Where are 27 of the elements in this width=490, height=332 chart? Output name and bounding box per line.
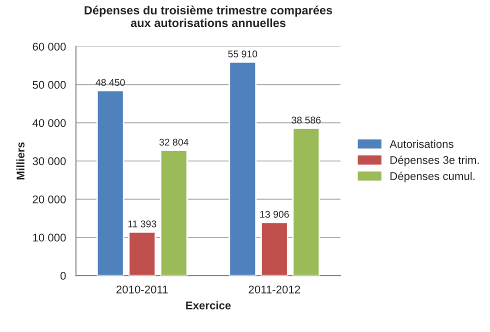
bar (160, 150, 188, 276)
chart-title: Dépenses du troisième trimestre comparées aux autorisations annuelles (84, 6, 332, 28)
y-axis-title: Milliers (16, 142, 24, 180)
x-tick-label: 2010-2011 (116, 286, 168, 294)
bar (128, 231, 156, 276)
data-label: 32 804 (159, 138, 188, 146)
bar (260, 222, 288, 276)
data-label: 55 910 (228, 50, 258, 58)
x-axis-title: Exercice (186, 301, 231, 310)
bar (96, 90, 124, 276)
data-label: 13 906 (260, 210, 289, 218)
data-label: 38 586 (292, 116, 321, 124)
y-tick-label: 60 000 (32, 42, 66, 51)
y-tick-label: 50 000 (32, 80, 66, 89)
y-tick-label: 30 000 (32, 157, 66, 166)
y-tick-label: 40 000 (32, 119, 66, 127)
bar (292, 128, 320, 276)
bar (228, 61, 257, 276)
data-label: 48 450 (96, 78, 125, 86)
legend-label: Autorisations (390, 140, 454, 148)
legend-label: Dépenses 3e trim. (390, 156, 479, 166)
x-tick-label: 2011-2012 (248, 286, 300, 294)
y-tick-label: 20 000 (32, 195, 66, 204)
y-tick-label: 0 (60, 272, 66, 280)
y-tick-label: 10 000 (33, 234, 66, 242)
data-label: 11 393 (128, 220, 156, 228)
legend-label: Dépenses cumul. (390, 172, 474, 182)
